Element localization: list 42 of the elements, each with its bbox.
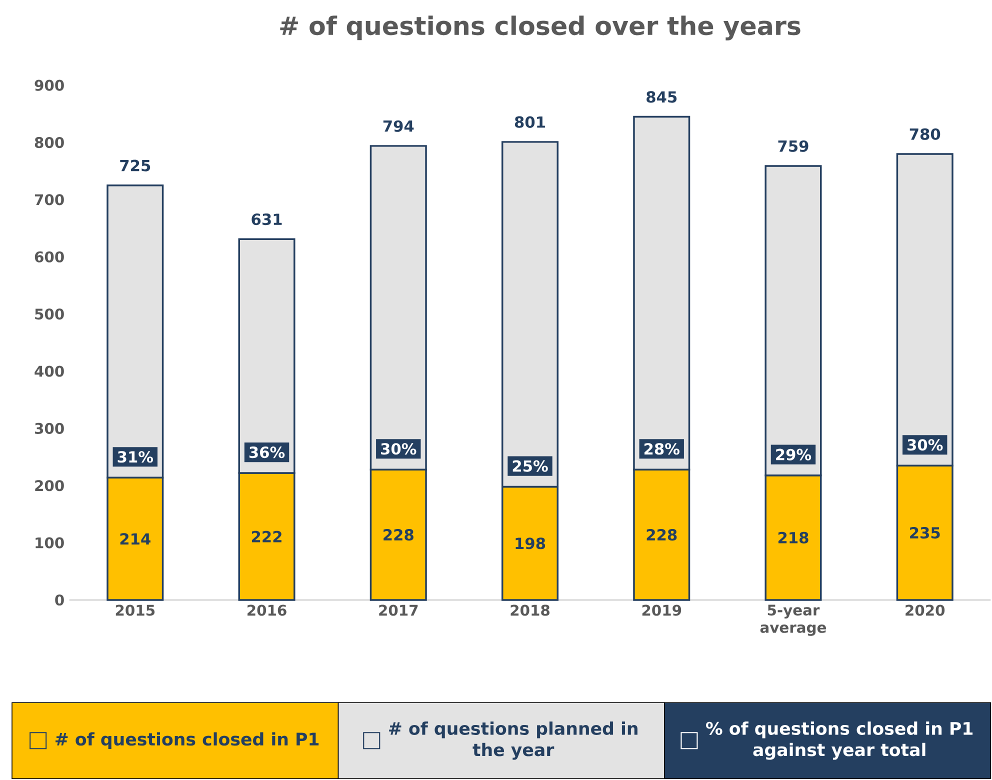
x-tick-label: 2020: [906, 604, 945, 616]
data-label: 214: [120, 533, 150, 544]
total-label: 780: [910, 128, 940, 140]
y-tick-label: 600: [34, 251, 64, 262]
annotation: 31%: [118, 451, 154, 463]
legend-label: # of questions planned in the year: [389, 722, 638, 760]
x-tick-label: 2015: [116, 604, 155, 616]
y-tick-label: 300: [34, 422, 64, 434]
x-tick-label: 2017: [379, 604, 418, 616]
y-tick-label: 900: [34, 80, 64, 91]
annotation: 25%: [512, 460, 548, 472]
annotation: 36%: [249, 446, 285, 458]
annotation: 30%: [908, 439, 943, 451]
total-label: 631: [252, 214, 282, 226]
x-tick-label: 2018: [510, 604, 550, 616]
data-label: 235: [910, 527, 940, 539]
x-tick-label: 5-year average: [760, 604, 826, 636]
total-label: 845: [646, 91, 677, 103]
total-label: 725: [120, 160, 150, 172]
y-tick-label: 400: [34, 366, 64, 377]
data-label: 218: [778, 532, 808, 544]
data-label: 222: [252, 530, 282, 542]
x-tick-label: 2016: [248, 604, 286, 616]
legend-label: # of questions closed in P1: [56, 732, 319, 750]
total-label: 759: [778, 140, 808, 152]
data-label: 198: [516, 538, 546, 550]
chart-title: # of questions closed over the years: [280, 16, 800, 40]
y-tick-label: 200: [35, 480, 64, 492]
data-label: 228: [646, 529, 677, 541]
total-label: 801: [514, 116, 545, 128]
annotation: 28%: [644, 443, 680, 455]
y-tick-label: 100: [36, 537, 64, 548]
data-label: 228: [384, 529, 414, 541]
total-label: 794: [383, 120, 414, 132]
legend-label: % of questions closed in P1 against year total: [706, 722, 973, 760]
x-tick-label: 2019: [642, 604, 682, 616]
y-tick-label: 800: [34, 136, 64, 148]
y-tick-label: 0: [55, 594, 64, 606]
annotation: 29%: [776, 448, 812, 460]
y-tick-label: 700: [34, 194, 64, 206]
annotation: 30%: [381, 443, 416, 455]
y-tick-label: 500: [35, 308, 64, 320]
